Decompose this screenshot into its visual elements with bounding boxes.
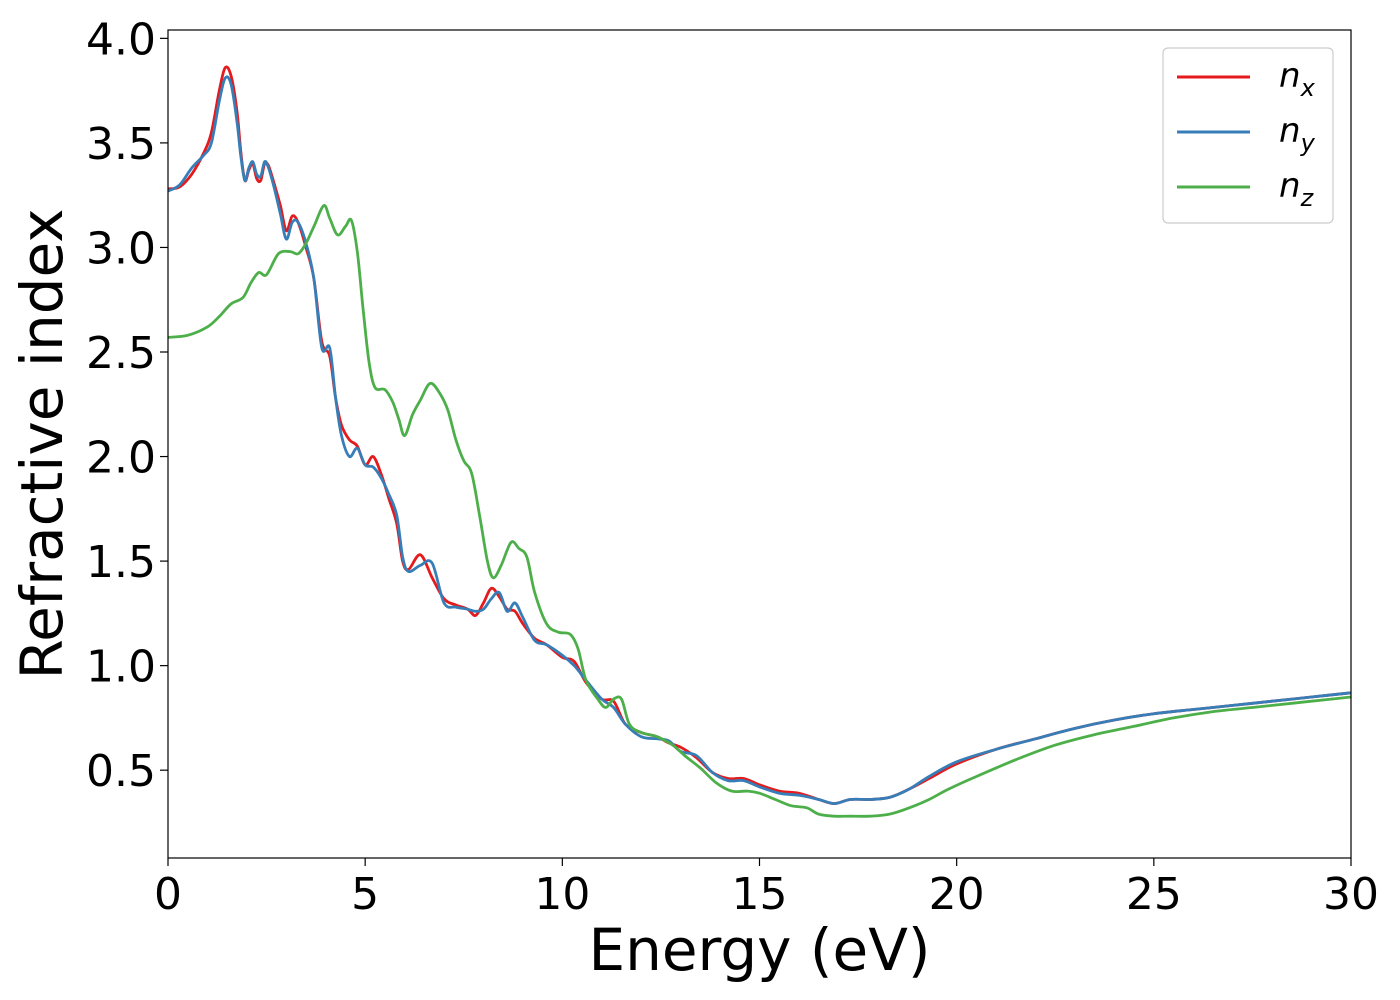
legend-label-subscript: z: [1300, 184, 1315, 212]
legend-label-nz: nz: [1279, 166, 1315, 212]
x-tick-label: 0: [154, 869, 182, 920]
x-tick-label: 30: [1323, 869, 1379, 920]
legend-label-subscript: x: [1300, 74, 1316, 102]
y-tick-label: 2.0: [86, 433, 156, 484]
y-tick-label: 1.0: [86, 642, 156, 693]
series-line-ny: [167, 75, 1352, 805]
x-axis: 0 5 10 15 20 25 30: [154, 858, 1379, 920]
y-tick-label: 0.5: [86, 746, 156, 797]
series-layer: [167, 65, 1352, 818]
legend-box: [1162, 47, 1334, 224]
x-tick-label: 5: [351, 869, 379, 920]
legend-label-base: n: [1279, 111, 1301, 151]
y-axis: 0.5 1.0 1.5 2.0 2.5 3.0 3.5 4.0: [86, 14, 168, 797]
y-tick-label: 2.5: [86, 328, 156, 379]
legend-label-nx: nx: [1279, 56, 1316, 102]
plot-area: [168, 30, 1351, 858]
legend-label-ny: ny: [1279, 111, 1316, 157]
legend-label-base: n: [1279, 56, 1301, 96]
x-tick-label: 15: [732, 869, 788, 920]
legend-label-subscript: y: [1300, 129, 1316, 157]
series-line-nz: [167, 204, 1352, 818]
x-axis-title: Energy (eV): [588, 916, 930, 984]
y-tick-label: 3.0: [86, 223, 156, 274]
y-tick-label: 1.5: [86, 537, 156, 588]
x-tick-label: 20: [929, 869, 985, 920]
y-tick-label: 3.5: [86, 119, 156, 170]
y-axis-title: Refractive index: [8, 208, 76, 679]
x-tick-label: 10: [534, 869, 590, 920]
legend-label-base: n: [1279, 166, 1301, 206]
x-tick-label: 25: [1126, 869, 1182, 920]
y-tick-label: 4.0: [86, 14, 156, 65]
